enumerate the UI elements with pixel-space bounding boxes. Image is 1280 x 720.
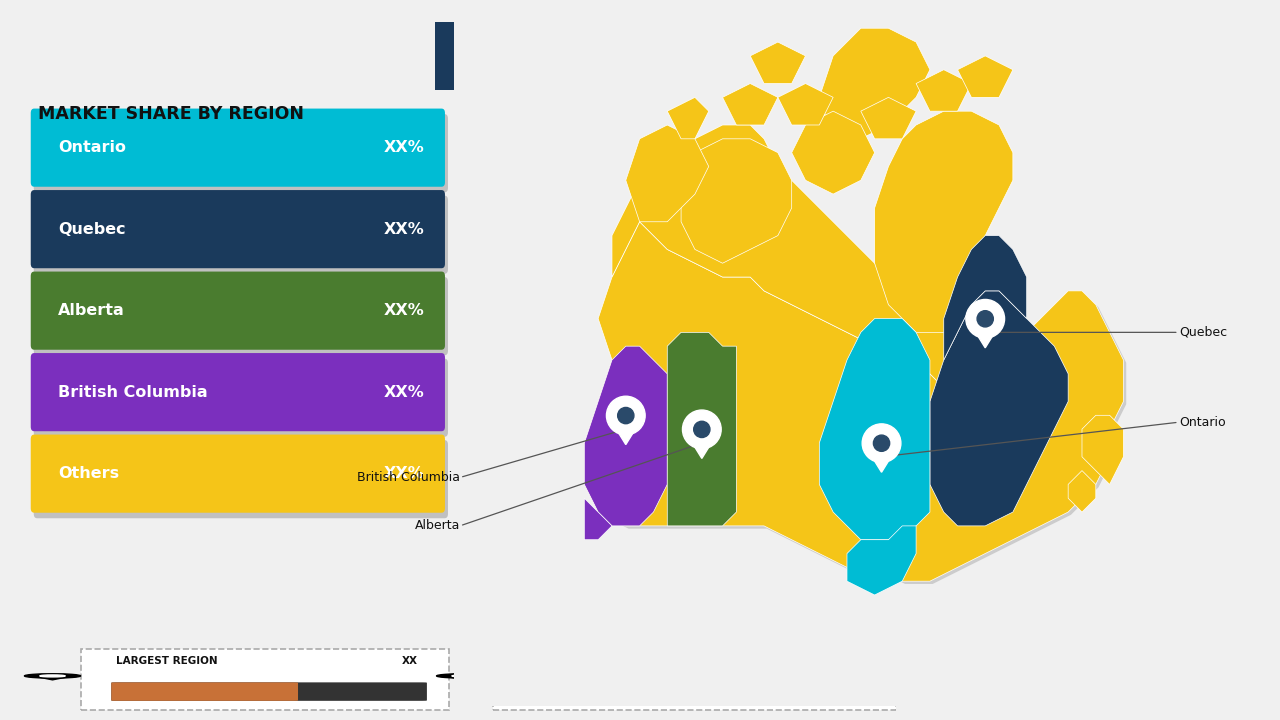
Text: XX%: XX% [384, 384, 425, 400]
Polygon shape [37, 677, 68, 680]
Polygon shape [689, 438, 714, 459]
Text: Ontario: Ontario [58, 140, 125, 155]
FancyBboxPatch shape [524, 683, 731, 701]
Polygon shape [612, 125, 1012, 402]
Text: Alberta: Alberta [58, 303, 124, 318]
Polygon shape [791, 111, 874, 194]
Circle shape [966, 300, 1005, 338]
Polygon shape [750, 42, 805, 84]
Text: Quebec: Quebec [58, 222, 125, 237]
Circle shape [607, 396, 645, 435]
FancyBboxPatch shape [81, 649, 449, 710]
Text: Quebec: Quebec [1179, 326, 1226, 339]
Circle shape [977, 310, 993, 327]
FancyBboxPatch shape [33, 359, 448, 437]
Polygon shape [1082, 415, 1124, 485]
FancyBboxPatch shape [31, 435, 445, 513]
Text: XX: XX [402, 656, 419, 666]
Text: British Columbia: British Columbia [357, 471, 460, 484]
Polygon shape [957, 56, 1012, 97]
Polygon shape [973, 328, 998, 348]
Polygon shape [860, 97, 916, 139]
FancyBboxPatch shape [31, 109, 445, 186]
Text: FASTEST GROWING REGION: FASTEST GROWING REGION [527, 656, 689, 666]
Polygon shape [819, 318, 931, 540]
Polygon shape [847, 526, 916, 595]
Polygon shape [667, 333, 736, 526]
FancyBboxPatch shape [111, 683, 428, 701]
Text: British Columbia: British Columbia [58, 384, 207, 400]
Circle shape [873, 435, 890, 451]
Text: XX%: XX% [384, 466, 425, 481]
Polygon shape [778, 84, 833, 125]
Text: MARKET SHARE BY REGION: MARKET SHARE BY REGION [38, 104, 305, 122]
Text: XX%: XX% [384, 303, 425, 318]
Polygon shape [584, 346, 667, 526]
Text: LARGEST REGION: LARGEST REGION [115, 656, 218, 666]
FancyBboxPatch shape [524, 683, 874, 701]
Polygon shape [667, 97, 709, 139]
FancyBboxPatch shape [31, 353, 445, 431]
Polygon shape [931, 291, 1069, 526]
Polygon shape [874, 111, 1012, 333]
Circle shape [694, 421, 710, 438]
Circle shape [452, 675, 477, 677]
Polygon shape [681, 139, 791, 264]
Circle shape [682, 410, 721, 449]
Circle shape [618, 408, 634, 423]
FancyBboxPatch shape [33, 114, 448, 192]
Text: Alberta: Alberta [415, 519, 460, 532]
Polygon shape [1069, 471, 1096, 512]
Circle shape [436, 674, 493, 678]
Polygon shape [722, 84, 778, 125]
Polygon shape [819, 28, 931, 139]
Circle shape [24, 674, 81, 678]
Text: imarc: imarc [1115, 46, 1185, 66]
Text: Others: Others [58, 466, 119, 481]
Polygon shape [916, 70, 972, 111]
Circle shape [863, 424, 901, 462]
Text: REGIONAL ANALYSIS: REGIONAL ANALYSIS [529, 44, 815, 68]
Text: XX%: XX% [384, 222, 425, 237]
Polygon shape [449, 677, 480, 680]
Text: XX: XX [850, 656, 865, 666]
Polygon shape [584, 222, 1124, 581]
FancyBboxPatch shape [31, 271, 445, 350]
FancyBboxPatch shape [33, 277, 448, 355]
Text: XX%: XX% [384, 140, 425, 155]
FancyBboxPatch shape [493, 649, 896, 710]
Polygon shape [943, 235, 1027, 360]
FancyBboxPatch shape [111, 683, 298, 701]
FancyBboxPatch shape [33, 440, 448, 518]
FancyBboxPatch shape [31, 190, 445, 269]
Polygon shape [613, 424, 639, 445]
Text: IMPACTFUL
INSIGHTS: IMPACTFUL INSIGHTS [1215, 48, 1258, 63]
Polygon shape [584, 498, 612, 540]
Text: Ontario: Ontario [1179, 415, 1225, 428]
Polygon shape [626, 125, 709, 222]
Polygon shape [869, 452, 895, 472]
Polygon shape [588, 225, 1126, 584]
Circle shape [40, 675, 65, 677]
FancyBboxPatch shape [33, 196, 448, 274]
